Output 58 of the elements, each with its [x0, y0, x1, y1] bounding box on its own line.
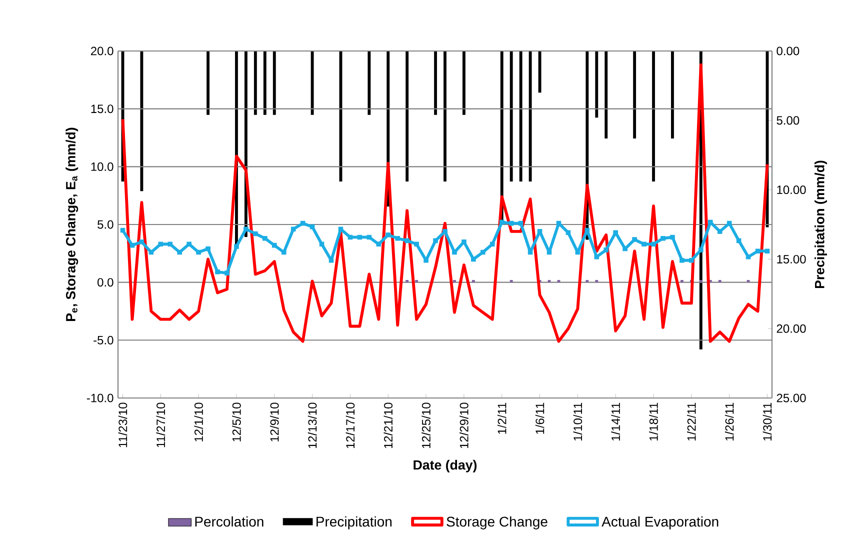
- y-tick-label: 20.0: [90, 46, 114, 56]
- bar: [671, 50, 674, 138]
- x-tick-label: 12/25/10: [422, 402, 430, 448]
- bar: [310, 50, 314, 115]
- y2-tick-label: 0.00: [776, 46, 800, 56]
- x-tick-label: 11/27/10: [156, 402, 166, 448]
- y2-tick-label: 15.00: [777, 254, 806, 264]
- x-tick-label: 1/10/11: [573, 402, 582, 440]
- y2-tick-label: 10.00: [777, 186, 806, 194]
- bar: [595, 50, 598, 118]
- x-tick-label: 12/9/10: [270, 402, 279, 442]
- bar: [206, 50, 210, 115]
- x-tick-label: 12/5/10: [232, 402, 241, 442]
- y-tick-label: 15.0: [91, 104, 114, 114]
- bar: [254, 50, 257, 115]
- bar: [406, 50, 409, 182]
- legend-label: Percolation: [195, 516, 264, 527]
- x-tick-label: 12/1/10: [194, 402, 203, 442]
- y-tick-label: -5.0: [94, 336, 114, 344]
- bar: [368, 50, 371, 115]
- y2-axis-title: Precipitation (mm/d): [814, 160, 827, 288]
- bar: [528, 50, 532, 182]
- bar: [140, 50, 144, 192]
- legend-label: Actual Evaporation: [602, 516, 718, 530]
- y-tick-label: 10.0: [91, 162, 114, 171]
- y2-tick-label: 20.00: [776, 324, 806, 333]
- x-tick-label: 12/21/10: [384, 402, 393, 448]
- legend-label: Storage Change: [446, 516, 548, 530]
- y-tick-label: -10.0: [86, 394, 114, 402]
- x-tick-label: 12/29/10: [460, 402, 468, 448]
- x-tick-label: 1/30/11: [762, 402, 772, 440]
- bar: [444, 50, 446, 182]
- y2-tick-label: 5.00: [776, 116, 800, 125]
- bar: [263, 50, 266, 115]
- x-axis-title: Date (day): [414, 460, 477, 472]
- x-tick-label: 1/6/11: [535, 402, 544, 434]
- x-tick-label: 1/22/11: [687, 402, 696, 440]
- bar: [633, 50, 636, 138]
- bar: [272, 50, 276, 115]
- bar: [604, 50, 608, 138]
- bar: [462, 50, 466, 115]
- legend-label: Precipitation: [316, 516, 392, 530]
- line-series: [121, 63, 769, 343]
- x-tick-label: 1/26/11: [724, 402, 734, 440]
- x-tick-label: 12/13/10: [308, 402, 317, 448]
- bar: [510, 50, 513, 182]
- x-tick-label: 11/23/10: [118, 402, 128, 448]
- y-tick-label: 5.0: [98, 220, 114, 229]
- x-tick-label: 1/2/11: [497, 402, 506, 434]
- y2-tick-label: 25.00: [776, 394, 806, 402]
- bar: [519, 50, 522, 182]
- y-tick-label: 0.0: [98, 278, 114, 287]
- bar: [434, 50, 437, 115]
- bar: [652, 50, 655, 182]
- x-tick-label: 12/17/10: [346, 402, 355, 448]
- x-tick-label: 1/14/11: [611, 402, 620, 440]
- x-tick-label: 1/18/11: [649, 402, 658, 440]
- y-axis-title: P$_{e}$, Storage Change, E$_{a}$ (mm/d): [66, 128, 78, 321]
